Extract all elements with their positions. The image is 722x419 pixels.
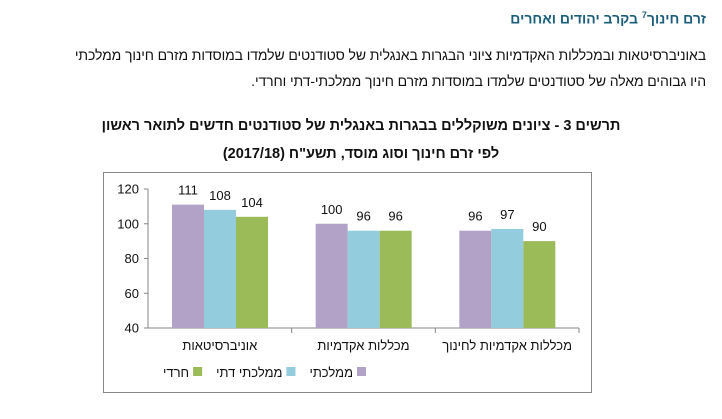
bar: [459, 230, 492, 328]
legend-label: ממלכתי דתי: [216, 365, 282, 380]
heading-rest: בקרב יהודים ואחרים: [510, 10, 642, 27]
bar: [523, 241, 556, 328]
data-label: 104: [241, 195, 263, 210]
section-heading: זרם חינוך7 בקרב יהודים ואחרים: [510, 10, 706, 27]
chart-title: תרשים 3 - ציונים משוקללים בבגרות באנגלית…: [101, 118, 621, 134]
data-label: 96: [356, 209, 370, 224]
heading-text: זרם חינוך: [646, 10, 706, 27]
y-tick-label: 100: [117, 216, 139, 231]
data-label: 100: [321, 202, 343, 217]
chart-subtitle: לפי זרם חינוך וסוג מוסד, תשע"ח (2017/18): [222, 146, 500, 162]
footnote-marker[interactable]: 7: [641, 10, 647, 20]
x-category-label: מכללות אקדמיות: [317, 338, 409, 353]
data-label: 97: [500, 207, 514, 222]
y-tick-label: 120: [117, 182, 139, 197]
bar: [379, 230, 412, 328]
bar: [491, 228, 524, 328]
legend-swatch: [286, 367, 296, 376]
data-label: 96: [388, 209, 402, 224]
bar: [172, 204, 204, 328]
x-category-label: אוניברסיטאות: [182, 338, 257, 353]
legend-label: חרדי: [163, 365, 189, 380]
y-tick-label: 80: [125, 251, 139, 266]
legend-swatch: [193, 367, 203, 376]
paragraph-line: היו גבוהים מאלה של סטודנטים שלמדו במוסדו…: [251, 73, 706, 89]
chart-frame: [103, 172, 592, 393]
legend-swatch: [357, 367, 366, 376]
bar: [315, 223, 348, 328]
y-tick-label: 40: [125, 321, 139, 336]
data-label: 96: [468, 209, 482, 224]
data-label: 90: [532, 219, 546, 234]
data-label: 111: [178, 183, 198, 198]
bar: [347, 230, 380, 328]
legend-label: ממלכתי: [309, 365, 353, 380]
body-paragraph: באוניברסיטאות ובמכללות האקדמיות ציוני הב…: [75, 42, 706, 94]
data-label: 108: [209, 188, 231, 203]
x-category-label: מכללות אקדמיות לחינוך: [442, 338, 572, 353]
paragraph-line: באוניברסיטאות ובמכללות האקדמיות ציוני הב…: [74, 47, 706, 63]
y-tick-label: 60: [125, 286, 139, 301]
bar: [236, 216, 268, 328]
bar: [204, 209, 236, 328]
